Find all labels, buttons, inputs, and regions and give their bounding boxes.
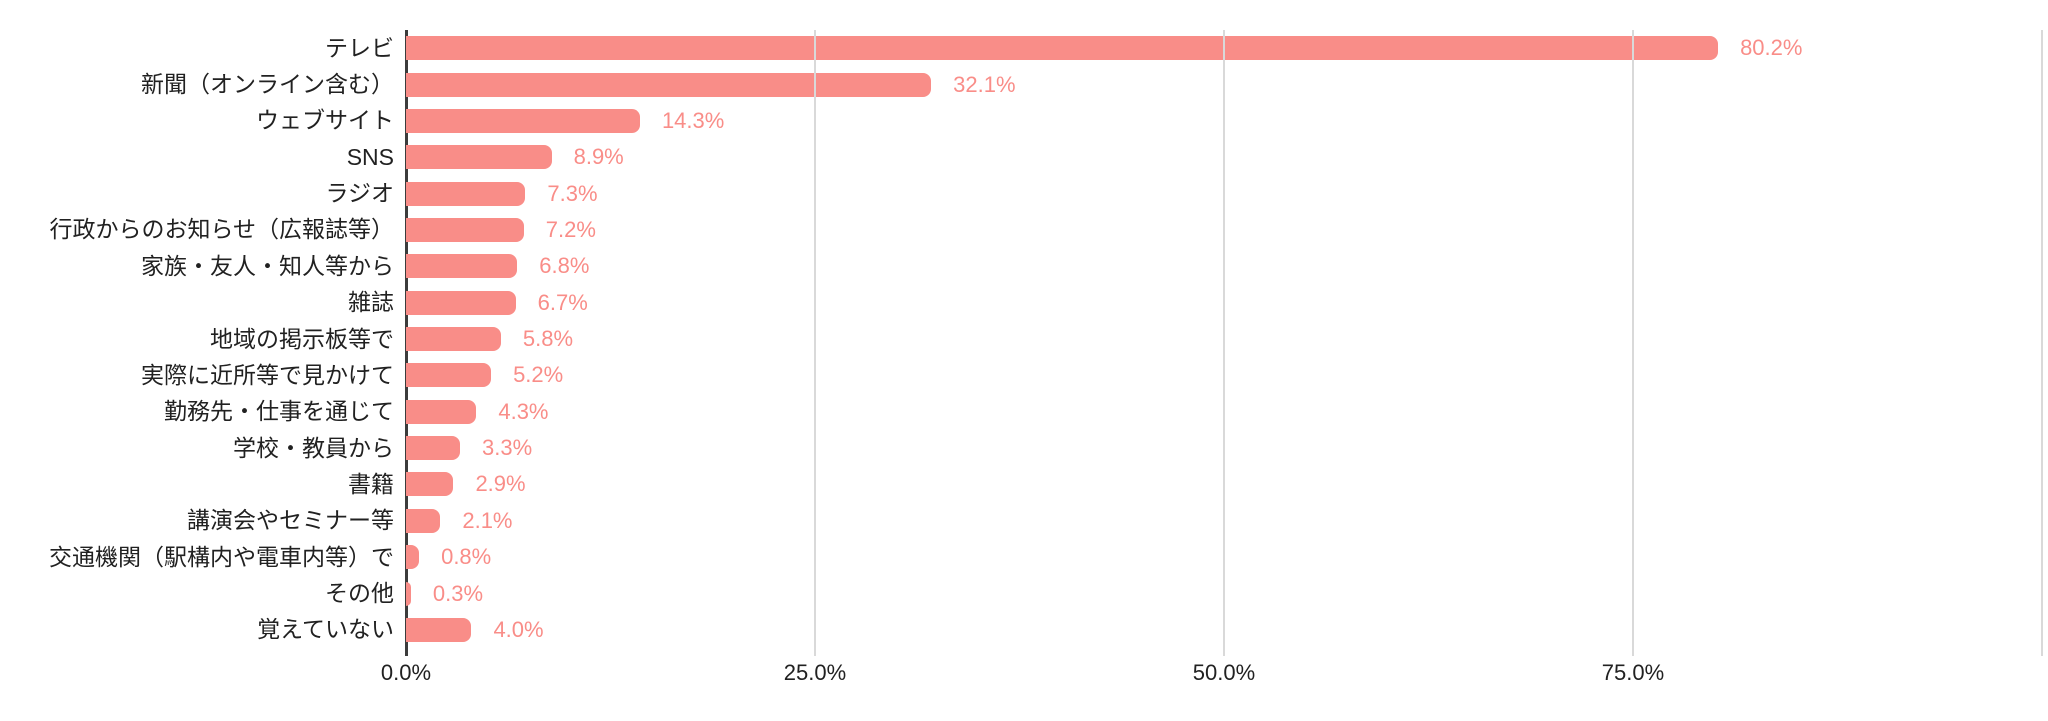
category-label: 新聞（オンライン含む） <box>141 71 394 98</box>
category-label: 雑誌 <box>348 289 394 316</box>
value-label: 5.8% <box>522 326 574 352</box>
x-axis-tick-label: 25.0% <box>783 660 847 685</box>
x-axis: 0.0% 25.0% 50.0% 75.0% <box>381 660 2042 692</box>
bar-row: 2.1% <box>406 503 2042 539</box>
value-label: 0.8% <box>441 544 492 570</box>
category-label: 交通機関（駅構内や電車内等）で <box>49 543 394 570</box>
value-label: 3.3% <box>481 435 533 461</box>
x-axis-tick-label: 0.0% <box>380 660 432 685</box>
value-label: 8.9% <box>573 144 624 170</box>
bar-row: 4.3% <box>406 394 2042 430</box>
category-label: 講演会やセミナー等 <box>187 507 394 534</box>
bar <box>406 399 477 424</box>
bar-row: 3.3% <box>406 430 2042 466</box>
value-label: 4.3% <box>498 398 549 424</box>
category-label: 実際に近所等で見かけて <box>141 361 394 388</box>
category-label: 勤務先・仕事を通じて <box>164 398 394 425</box>
category-label: テレビ <box>325 34 394 61</box>
value-label: 32.1% <box>953 71 1016 97</box>
bar <box>406 72 932 97</box>
bar-row: 14.3% <box>406 103 2042 139</box>
value-label: 14.3% <box>661 107 725 133</box>
bar <box>406 472 454 497</box>
bar-row: 2.9% <box>406 466 2042 502</box>
plot-area: 80.2% 32.1% 14.3% 8.9% 7.3% 7.2% 6.8% 6.7% 5.8% 5… <box>405 30 2043 656</box>
bar <box>406 254 518 279</box>
gridline <box>2041 30 2043 656</box>
category-label: SNS <box>346 143 394 170</box>
bar <box>406 108 640 133</box>
category-label: 家族・友人・知人等から <box>141 252 394 279</box>
x-axis-tick-label: 50.0% <box>1192 660 1256 685</box>
bar-row: 5.8% <box>406 321 2042 357</box>
category-label: その他 <box>325 580 394 607</box>
bar-row: 5.2% <box>406 357 2042 393</box>
bar <box>406 36 1719 61</box>
bar-row: 4.0% <box>406 612 2042 648</box>
category-label: 覚えていない <box>257 616 394 643</box>
value-label: 7.3% <box>547 180 598 206</box>
category-label: 地域の掲示板等で <box>210 325 394 352</box>
bar <box>406 581 411 606</box>
category-labels: テレビ新聞（オンライン含む） ウェブサイト SNS ラジオ行政からのお知らせ（広報誌等… <box>0 30 394 648</box>
bars: 80.2% 32.1% 14.3% 8.9% 7.3% 7.2% 6.8% 6.7% 5.8% 5… <box>406 30 2042 648</box>
bar <box>406 145 552 170</box>
bar <box>406 436 460 461</box>
bar <box>406 327 501 352</box>
value-label: 5.2% <box>513 362 564 388</box>
bar-row: 0.8% <box>406 539 2042 575</box>
bar-row: 7.3% <box>406 175 2042 211</box>
bar-row: 6.7% <box>406 285 2042 321</box>
value-label: 2.9% <box>475 471 526 497</box>
bar <box>406 508 441 533</box>
value-label: 2.1% <box>462 507 513 533</box>
bar-row: 80.2% <box>406 30 2042 66</box>
bar <box>406 617 472 642</box>
bar-row: 8.9% <box>406 139 2042 175</box>
bar-row: 0.3% <box>406 575 2042 611</box>
bar <box>406 181 526 206</box>
value-label: 7.2% <box>545 216 596 242</box>
category-label: 学校・教員から <box>233 434 394 461</box>
value-label: 6.7% <box>537 289 588 315</box>
bar-row: 32.1% <box>406 66 2042 102</box>
bar <box>406 290 516 315</box>
gridline <box>1632 30 1634 656</box>
category-label: 書籍 <box>348 470 394 497</box>
gridline <box>814 30 816 656</box>
category-label: 行政からのお知らせ（広報誌等） <box>49 216 394 243</box>
category-label: ウェブサイト <box>256 107 394 134</box>
x-axis-tick-label: 75.0% <box>1601 660 1665 685</box>
value-label: 80.2% <box>1740 35 1803 61</box>
bar <box>406 217 524 242</box>
bar-row: 7.2% <box>406 212 2042 248</box>
value-label: 6.8% <box>539 253 590 279</box>
value-label: 0.3% <box>432 580 484 606</box>
bar <box>406 545 420 570</box>
gridline <box>1223 30 1225 656</box>
bar-row: 6.8% <box>406 248 2042 284</box>
category-label: ラジオ <box>325 180 394 207</box>
bar <box>406 363 492 388</box>
value-label: 4.0% <box>493 616 544 642</box>
